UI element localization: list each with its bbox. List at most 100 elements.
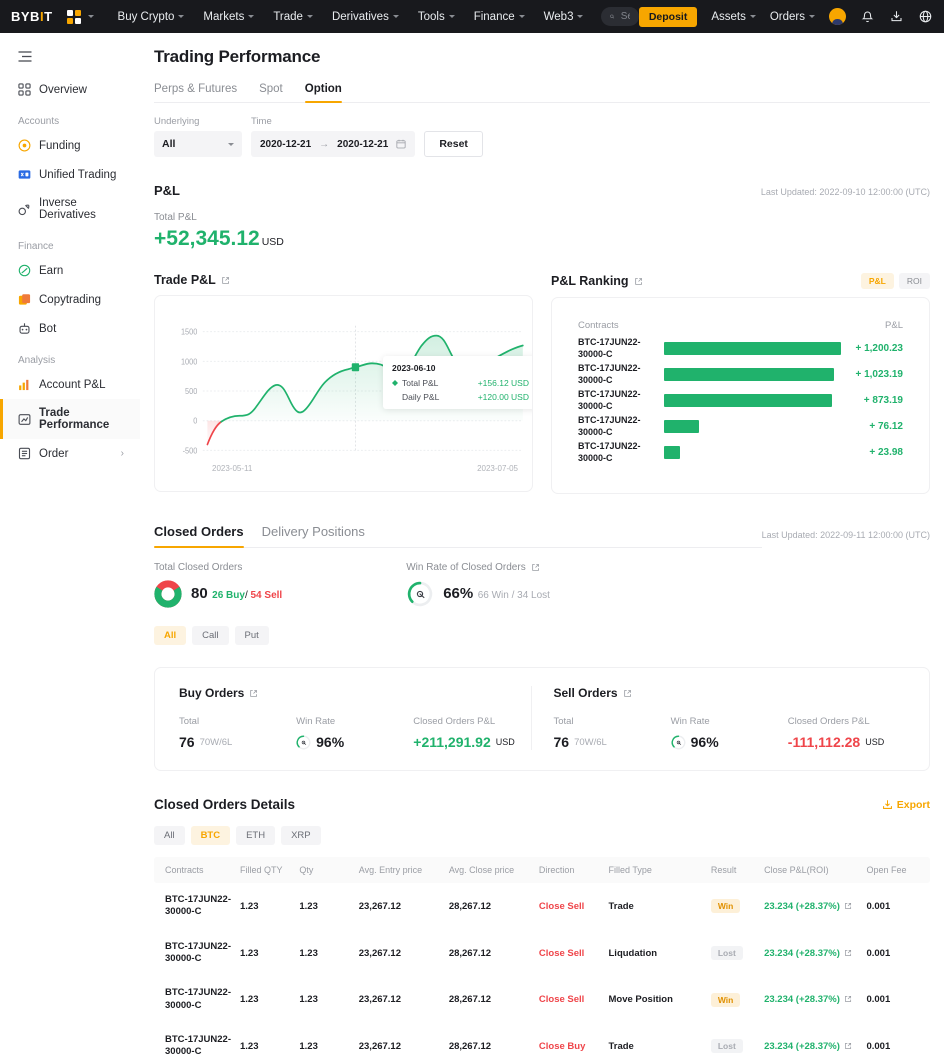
search-input[interactable] xyxy=(620,11,630,22)
sidebar-item-inverse-derivatives[interactable]: Inverse Derivatives xyxy=(0,189,140,229)
external-link-icon[interactable] xyxy=(844,949,852,957)
sidebar-item-earn[interactable]: Earn xyxy=(0,256,140,285)
nav-label: Web3 xyxy=(543,10,574,23)
sidebar-item-funding[interactable]: Funding xyxy=(0,131,140,160)
status-badge: Lost xyxy=(710,946,743,961)
logo-text-start: BYB xyxy=(11,9,40,24)
sidebar: Overview Accounts Funding Unified Tradin… xyxy=(0,33,140,1056)
closed-orders-header: Closed Orders Delivery Positions Last Up… xyxy=(154,524,930,548)
table-row[interactable]: BTC-17JUN22-30000-C 1.23 1.23 23,267.12 … xyxy=(154,930,930,977)
pill-xrp[interactable]: XRP xyxy=(281,826,321,845)
external-link-icon[interactable] xyxy=(531,563,540,572)
inverse-derivatives-icon xyxy=(18,204,30,215)
ranking-contract: BTC-17JUN22-30000-C xyxy=(578,415,641,437)
cell-direction: Close Sell xyxy=(538,900,585,912)
tab-perps-futures[interactable]: Perps & Futures xyxy=(154,83,238,95)
account-pnl-chart-icon xyxy=(19,379,29,391)
sidebar-item-order[interactable]: Order › xyxy=(0,439,140,468)
cell-open-fee: 0.001 xyxy=(866,994,891,1006)
table-row[interactable]: BTC-17JUN22-30000-C 1.23 1.23 23,267.12 … xyxy=(154,976,930,1023)
external-link-icon[interactable] xyxy=(623,689,632,698)
pill-put[interactable]: Put xyxy=(234,626,269,645)
tab-spot[interactable]: Spot xyxy=(259,83,283,95)
table-row[interactable]: BTC-17JUN22-30000-C 1.23 1.23 23,267.12 … xyxy=(154,1023,930,1056)
tab-closed-orders[interactable]: Closed Orders xyxy=(154,524,244,548)
product-tabs: Perps & Futures Spot Option xyxy=(154,83,930,103)
pill-all-assets[interactable]: All xyxy=(154,826,185,845)
pill-eth[interactable]: ETH xyxy=(236,826,276,845)
ranking-row: BTC-17JUN22-30000-C + 873.19 xyxy=(578,389,903,412)
external-link-icon[interactable] xyxy=(844,1042,852,1050)
cell-qty: 1.23 xyxy=(299,900,318,912)
win-rate-stat: Win Rate of Closed Orders 66% 66 Win / 3… xyxy=(406,562,550,608)
sidebar-item-unified-trading[interactable]: Unified Trading xyxy=(0,160,140,189)
nav-item-trade[interactable]: Trade xyxy=(273,11,313,23)
deposit-button[interactable]: Deposit xyxy=(638,6,698,27)
toggle-roi[interactable]: ROI xyxy=(898,273,930,289)
nav-label: Tools xyxy=(417,10,445,23)
chart-x-tick-start: 2023-05-11 xyxy=(212,464,253,473)
metric-label: Closed Orders P&L xyxy=(413,716,496,727)
tooltip-value: +120.00 USD xyxy=(477,392,529,402)
sidebar-collapse-button[interactable] xyxy=(0,45,140,75)
sidebar-item-copytrading[interactable]: Copytrading xyxy=(0,285,140,314)
ranking-column-headers: Contracts P&L xyxy=(578,320,903,331)
nav-item-markets[interactable]: Markets xyxy=(203,11,255,23)
export-button[interactable]: Export xyxy=(882,799,930,811)
sidebar-item-bot[interactable]: Bot xyxy=(0,314,140,343)
tab-option[interactable]: Option xyxy=(304,83,342,103)
trade-pnl-chart[interactable]: 1500 1000 500 0 -500 2023-05-11 2023-07-… xyxy=(154,295,533,492)
sidebar-item-trade-performance[interactable]: Trade Performance xyxy=(0,399,140,439)
total-closed-orders-body: 80 26 Buy/ 54 Sell xyxy=(154,580,282,608)
pill-btc[interactable]: BTC xyxy=(190,826,231,845)
app-grid-icon[interactable] xyxy=(66,9,94,24)
nav-item-derivatives[interactable]: Derivatives xyxy=(332,11,399,23)
pnl-section-header: P&L Last Updated: 2022-09-10 12:00:00 (U… xyxy=(154,183,930,198)
avatar-icon[interactable] xyxy=(829,8,846,25)
date-start[interactable]: 2020-12-21 xyxy=(260,138,312,150)
search-box[interactable] xyxy=(601,7,639,26)
metric-label: Total xyxy=(553,716,574,727)
tab-delivery-positions[interactable]: Delivery Positions xyxy=(261,524,365,539)
table-header-row: Contracts Filled QTY Qty Avg. Entry pric… xyxy=(154,857,930,883)
nav-item-web3[interactable]: Web3 xyxy=(544,11,584,23)
nav-item-assets[interactable]: Assets xyxy=(711,11,756,23)
pill-call[interactable]: Call xyxy=(192,626,229,645)
table-row[interactable]: BTC-17JUN22-30000-C 1.23 1.23 23,267.12 … xyxy=(154,883,930,930)
nav-item-orders[interactable]: Orders xyxy=(770,11,815,23)
nav-item-finance[interactable]: Finance xyxy=(474,11,525,23)
nav-item-buy-crypto[interactable]: Buy Crypto xyxy=(118,11,185,23)
ranking-value: + 76.12 xyxy=(869,421,903,433)
hamburger-icon xyxy=(18,51,32,62)
bybit-logo[interactable]: BYB I T xyxy=(11,9,53,24)
reset-button[interactable]: Reset xyxy=(424,131,483,157)
status-badge: Win xyxy=(710,899,741,914)
col-result: Result xyxy=(710,857,765,883)
buy-orders-metrics: Total 76 70W/6L Win Rate 96% xyxy=(179,716,531,750)
date-range-picker[interactable]: 2020-12-21 → 2020-12-21 xyxy=(251,131,416,157)
nav-item-tools[interactable]: Tools xyxy=(418,11,455,23)
external-link-icon[interactable] xyxy=(844,902,852,910)
chart-tooltip: 2023-06-10 Total P&L +156.12 USD Daily P… xyxy=(383,356,532,409)
underlying-filter: Underlying All xyxy=(154,116,242,157)
external-link-icon[interactable] xyxy=(634,277,643,286)
pill-all[interactable]: All xyxy=(154,626,187,645)
sell-orders-title-wrap: Sell Orders xyxy=(554,686,906,700)
pnl-ranking-column: P&L Ranking P&L ROI Contracts P&L BTC-17… xyxy=(551,273,930,494)
trade-performance-icon xyxy=(18,413,31,425)
sidebar-item-overview[interactable]: Overview xyxy=(0,75,140,104)
bell-icon[interactable] xyxy=(860,9,875,24)
download-icon[interactable] xyxy=(889,9,904,24)
external-link-icon[interactable] xyxy=(249,689,258,698)
underlying-select[interactable]: All xyxy=(154,131,242,157)
sidebar-item-account-pnl[interactable]: Account P&L xyxy=(0,370,140,399)
pnl-ranking-title: P&L Ranking xyxy=(551,274,629,288)
chevron-right-icon: › xyxy=(120,448,124,459)
date-end[interactable]: 2020-12-21 xyxy=(337,138,389,150)
toggle-pnl[interactable]: P&L xyxy=(860,273,894,289)
external-link-icon[interactable] xyxy=(844,995,852,1003)
globe-icon[interactable] xyxy=(918,9,933,24)
buy-sell-donut-chart xyxy=(154,580,182,608)
sidebar-item-label: Bot xyxy=(39,322,57,335)
external-link-icon[interactable] xyxy=(221,276,230,285)
